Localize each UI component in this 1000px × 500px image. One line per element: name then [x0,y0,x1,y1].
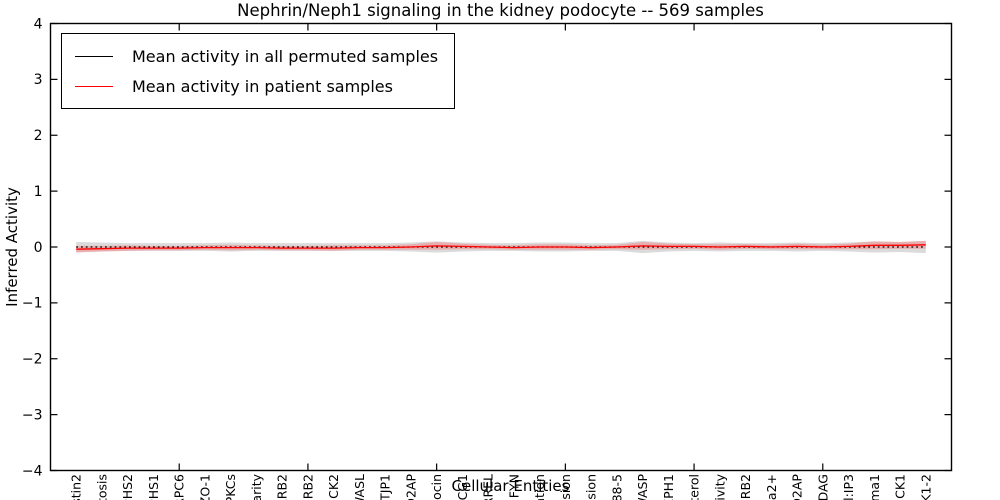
x-category-label: Nephrin/NEPH1/ZO-1 [197,474,212,500]
x-category-label: positive regulation of NF-kappaB transcr… [712,473,727,500]
legend-item-label: Mean activity in all permuted samples [132,46,439,66]
y-tick-label: −2 [22,352,43,368]
x-category-label: homophilic cell adhesion [584,474,599,500]
x-category-label: CD2AP [403,474,418,500]
x-category-label: Nephrin/NEPH1Par3/Par6/Atypical PKCs [223,474,238,500]
x-category-label: TRPC6 [172,474,187,500]
y-tick-label: −1 [22,296,43,312]
x-category-label: FYN [506,474,521,498]
x-category-label: heterophilic cell adhesion [558,474,573,500]
legend-line-swatch-patient [75,85,113,87]
x-category-label: TJP1 [378,474,393,500]
x-category-label: KIRREL [481,474,496,500]
x-category-label: establishment of cell polarity [249,473,264,500]
x-category-label: Nephrin/NEPH1/podocin/CD2AP [790,474,805,500]
y-tick-label: −3 [22,407,43,423]
y-tick-label: 0 [34,240,43,256]
x-category-label: NPHS2 [120,474,135,500]
x-category-label: mol:IP3 [841,474,856,500]
x-category-label: NCK1 [893,474,908,500]
x-category-label: ARRB2 [275,474,290,500]
x-axis-label: Cellular Entities [451,477,570,495]
y-tick-label: 1 [34,184,43,200]
legend-line-swatch-permuted [75,55,113,57]
x-category-label: GRB2 [300,474,315,500]
legend: Mean activity in all permuted samples Me… [61,33,456,109]
x-category-label: mol:Ca2+ [764,474,779,500]
x-category-label: regulation of endocytosis [94,474,109,500]
x-category-label: NPHS1 [146,474,161,500]
legend-item: Mean activity in all permuted samples [75,41,438,71]
x-category-label: PLCG1 [455,474,470,500]
series-line-patient [76,244,926,250]
x-category-label: WASL [352,474,367,500]
x-category-label: NCK2 [326,474,341,500]
y-tick-label: 3 [34,72,43,88]
y-tick-label: 2 [34,128,43,144]
x-category-label: Nephrin/NEPH1/podocin/NCK1-2 [918,474,933,500]
x-category-label: Nephrin/NEPH1 [661,474,676,500]
x-category-label: Nephrin/NEPH1/podocin/PLCgamma1 [867,474,882,500]
x-category-label: Nephrin/NEPH1/podocin [429,474,444,500]
x-category-label: Nephrin/NEPH1/podocin/GRB2 [738,474,753,500]
legend-item-label: Mean activity in patient samples [132,76,393,96]
x-category-label: cytoskeleton organization [532,474,547,500]
x-category-label: Nephrin/NEPH1/beta Arrestin2 [69,474,84,500]
chart-title: Nephrin/Neph1 signaling in the kidney po… [237,1,764,20]
legend-item: Mean activity in patient samples [75,71,438,101]
y-axis-label: Inferred Activity [3,187,21,307]
x-category-label: ChemicalAbstracts:57-88-5 [609,474,624,500]
x-category-label: Nephrin/NEPH1/podocin/Cholesterol [687,474,702,500]
y-tick-label: 4 [34,16,43,32]
x-category-label: Nephrin/NEPH1/podocin/NCK1-2/N-WASP [635,474,650,500]
y-tick-label: −4 [22,463,43,479]
x-category-label: mol:DAG [815,474,830,500]
